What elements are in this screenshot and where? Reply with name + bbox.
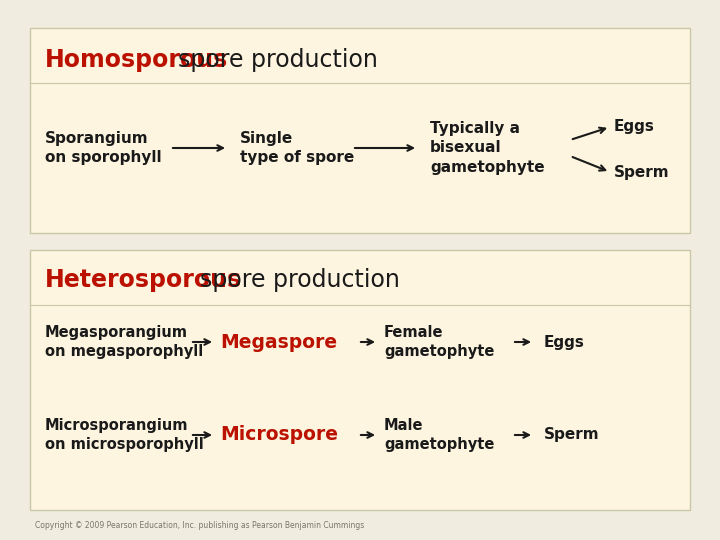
- Text: Eggs: Eggs: [544, 334, 585, 349]
- Text: Male
gametophyte: Male gametophyte: [384, 418, 495, 452]
- Text: Sperm: Sperm: [544, 428, 600, 442]
- Text: Microsporangium
on microsporophyll: Microsporangium on microsporophyll: [45, 418, 204, 452]
- Text: Copyright © 2009 Pearson Education, Inc. publishing as Pearson Benjamin Cummings: Copyright © 2009 Pearson Education, Inc.…: [35, 521, 364, 530]
- Text: Sporangium
on sporophyll: Sporangium on sporophyll: [45, 131, 161, 165]
- Text: Eggs: Eggs: [614, 119, 655, 134]
- Text: Megasporangium
on megasporophyll: Megasporangium on megasporophyll: [45, 325, 203, 359]
- Text: Single
type of spore: Single type of spore: [240, 131, 354, 165]
- Text: spore production: spore production: [200, 268, 400, 292]
- Text: Sperm: Sperm: [614, 165, 670, 179]
- Text: spore production: spore production: [178, 48, 378, 72]
- Text: Female
gametophyte: Female gametophyte: [384, 325, 495, 359]
- FancyBboxPatch shape: [30, 250, 690, 510]
- Text: Microspore: Microspore: [220, 426, 338, 444]
- Text: Homosporous: Homosporous: [45, 48, 228, 72]
- Text: Heterosporous: Heterosporous: [45, 268, 242, 292]
- Text: Megaspore: Megaspore: [220, 333, 337, 352]
- Text: Typically a
bisexual
gametophyte: Typically a bisexual gametophyte: [430, 122, 544, 175]
- FancyBboxPatch shape: [30, 28, 690, 233]
- Text: Homosporous spore production: Homosporous spore production: [45, 48, 415, 72]
